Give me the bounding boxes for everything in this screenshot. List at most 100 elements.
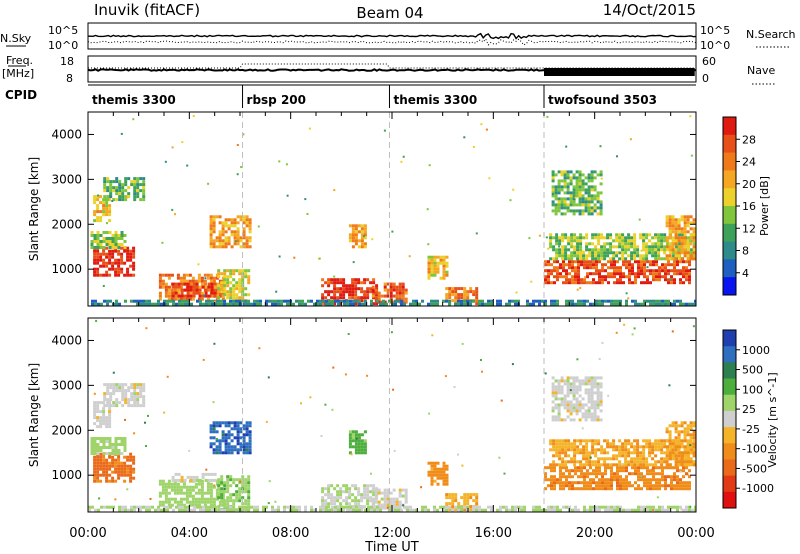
heatmap-cell	[574, 281, 577, 285]
heatmap-cell	[184, 505, 187, 509]
heatmap-cell	[600, 233, 604, 237]
heatmap-cell	[677, 251, 681, 255]
heatmap-cell	[520, 505, 523, 509]
heatmap-cell	[111, 449, 115, 452]
heatmap-cell	[563, 212, 567, 216]
heatmap-cell	[354, 281, 358, 285]
heatmap-cell	[594, 463, 598, 467]
heatmap-cell	[433, 258, 437, 262]
heatmap-cell	[619, 275, 622, 279]
heatmap-cell	[544, 299, 547, 303]
heatmap-cell	[561, 442, 565, 446]
heatmap-cell	[654, 257, 658, 261]
heatmap-cell	[194, 279, 198, 283]
heatmap-cell	[591, 448, 595, 452]
heatmap-cell	[634, 278, 637, 282]
heatmap-cell	[321, 490, 325, 494]
heatmap-cell	[209, 239, 213, 243]
heatmap-cell	[594, 254, 598, 258]
heatmap-cell	[360, 499, 364, 503]
heatmap-cell	[639, 254, 643, 258]
heatmap-cell	[587, 379, 591, 383]
heatmap-cell	[427, 508, 430, 512]
heatmap-cell	[593, 203, 597, 207]
heatmap-cell	[227, 218, 231, 222]
heatmap-cell	[210, 282, 214, 286]
y-tick-label: 2000	[51, 217, 82, 231]
heatmap-cell	[206, 497, 210, 501]
heatmap-cell	[624, 248, 628, 252]
heatmap-cell	[343, 299, 346, 303]
heatmap-cell	[182, 485, 186, 489]
heatmap-cell	[248, 245, 252, 249]
heatmap-cell	[342, 508, 346, 512]
heatmap-cell	[584, 206, 588, 210]
heatmap-cell	[627, 451, 631, 455]
heatmap-cell	[562, 484, 565, 488]
heatmap-cell	[590, 394, 594, 398]
heatmap-cell	[599, 403, 603, 407]
heatmap-cell	[360, 242, 364, 246]
heatmap-cell	[121, 186, 125, 190]
heatmap-cell	[221, 433, 225, 437]
heatmap-cell	[351, 245, 355, 249]
heatmap-cell	[544, 278, 547, 282]
heatmap-cell	[112, 505, 115, 509]
heatmap-cell	[587, 173, 591, 177]
heatmap-cell	[618, 463, 622, 467]
heatmap-cell	[208, 302, 211, 306]
heatmap-cell	[689, 257, 693, 261]
heatmap-cell	[217, 284, 221, 288]
heatmap-cell	[363, 484, 367, 488]
heatmap-cell	[129, 467, 133, 471]
heatmap-cell	[401, 288, 405, 292]
heatmap-cell	[598, 484, 601, 488]
heatmap-cell	[392, 285, 396, 289]
heatmap-cell	[204, 288, 208, 292]
heatmap-cell	[649, 281, 652, 285]
heatmap-cell	[574, 481, 577, 485]
heatmap-cell	[348, 493, 352, 497]
heatmap-cell	[363, 227, 367, 231]
heatmap-cell	[625, 484, 628, 488]
heatmap-cell	[102, 252, 106, 256]
heatmap-cell	[584, 182, 588, 186]
heatmap-cell	[551, 193, 554, 196]
heatmap-cell	[588, 451, 592, 455]
heatmap-cell	[586, 469, 589, 473]
heatmap-cell	[558, 463, 562, 467]
heatmap-cell	[664, 233, 667, 236]
heatmap-cell	[668, 227, 672, 231]
heatmap-cell	[242, 433, 246, 437]
heatmap-cell	[139, 392, 143, 396]
heatmap-cell	[616, 281, 619, 285]
heatmap-cell	[348, 296, 352, 300]
heatmap-cell	[606, 236, 610, 240]
heatmap-cell	[568, 484, 571, 488]
heatmap-cell	[220, 302, 223, 306]
heatmap-cell	[108, 419, 112, 423]
heatmap-cell	[111, 464, 115, 468]
heatmap-cell	[651, 448, 655, 452]
heatmap-cell	[339, 302, 343, 306]
heatmap-cell	[575, 385, 579, 389]
heatmap-cell	[683, 239, 687, 243]
heatmap-cell	[451, 287, 455, 291]
heatmap-cell	[374, 491, 378, 495]
heatmap-cell	[158, 285, 162, 289]
heatmap-cell	[688, 263, 691, 267]
heatmap-cell	[186, 294, 190, 298]
heatmap-cell	[185, 494, 189, 498]
heatmap-cell	[625, 302, 628, 306]
heatmap-cell	[657, 439, 661, 443]
heatmap-cell	[575, 203, 579, 207]
heatmap-cell	[646, 260, 649, 264]
heatmap-cell	[226, 275, 230, 279]
heatmap-cell	[103, 177, 107, 181]
heatmap-cell	[424, 505, 427, 509]
heatmap-cell	[564, 439, 568, 443]
heatmap-cell	[212, 427, 216, 431]
heatmap-cell	[595, 281, 598, 285]
heatmap-cell	[136, 302, 139, 306]
heatmap-cell	[127, 177, 131, 181]
